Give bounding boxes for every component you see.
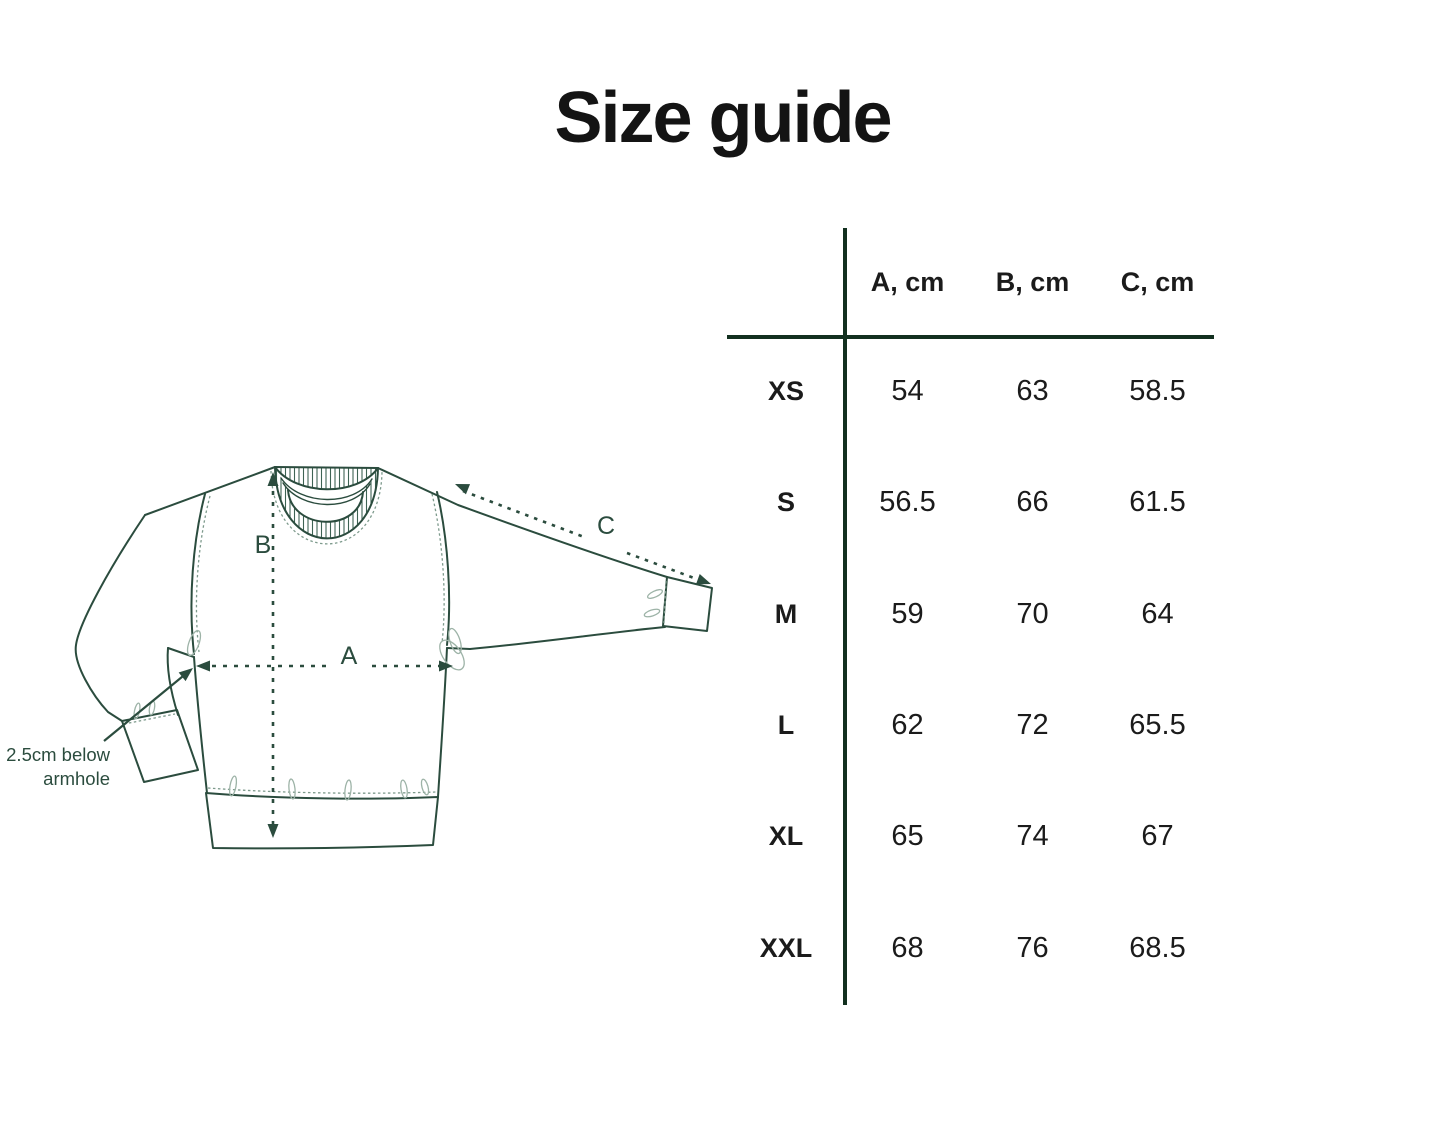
column-header-c: C, cm <box>1120 266 1195 297</box>
measurement-label-b: B <box>255 531 272 559</box>
size-label: M <box>774 598 798 629</box>
cell-value: 54 <box>891 375 924 408</box>
sweatshirt-diagram: B A C 2.5cm below armhole <box>6 466 713 850</box>
cell-value: 59 <box>891 597 924 630</box>
cell-value: 62 <box>891 709 924 742</box>
size-label: XXL <box>759 932 813 963</box>
column-header-b: B, cm <box>995 266 1070 297</box>
size-label: S <box>776 487 795 518</box>
cell-value: 76 <box>1016 931 1049 964</box>
size-label: L <box>777 710 795 741</box>
corner-cell <box>727 228 845 336</box>
cell-value: 56.5 <box>879 486 936 519</box>
measurement-a: A <box>196 642 453 672</box>
column-header-a: A, cm <box>870 266 945 297</box>
cell-value: 65 <box>891 820 924 853</box>
right-sleeve <box>377 467 713 650</box>
armhole-note-line2: armhole <box>43 768 110 789</box>
cell-value: 66 <box>1016 486 1049 519</box>
cell-value: 58.5 <box>1129 375 1186 408</box>
body-panel <box>144 466 451 798</box>
cell-value: 70 <box>1016 597 1049 630</box>
page-title: Size guide <box>554 78 892 158</box>
hem-band <box>205 787 439 850</box>
cell-value: 67 <box>1141 820 1174 853</box>
collar <box>270 466 383 545</box>
cell-value: 68.5 <box>1129 931 1186 964</box>
cell-value: 68 <box>891 931 924 964</box>
measurement-c: C <box>455 484 711 585</box>
cell-value: 64 <box>1141 597 1174 630</box>
armhole-note: 2.5cm below armhole <box>6 668 193 789</box>
size-label: XL <box>768 821 804 852</box>
cell-value: 72 <box>1016 709 1049 742</box>
size-label: XS <box>767 376 805 407</box>
size-table: A, cm B, cm C, cm XS 54 63 58.5 S 56.5 6… <box>727 228 1220 1004</box>
left-sleeve <box>74 514 199 783</box>
table-horizontal-rule <box>727 335 1214 339</box>
measurement-label-a: A <box>341 642 358 670</box>
cell-value: 74 <box>1016 820 1049 853</box>
measurement-label-c: C <box>597 512 615 540</box>
cell-value: 63 <box>1016 375 1049 408</box>
table-vertical-rule <box>843 228 847 1005</box>
cell-value: 65.5 <box>1129 709 1186 742</box>
measurement-b: B <box>255 472 279 838</box>
cell-value: 61.5 <box>1129 486 1186 519</box>
fabric-gathers <box>133 589 664 801</box>
armhole-note-line1: 2.5cm below <box>6 744 110 765</box>
